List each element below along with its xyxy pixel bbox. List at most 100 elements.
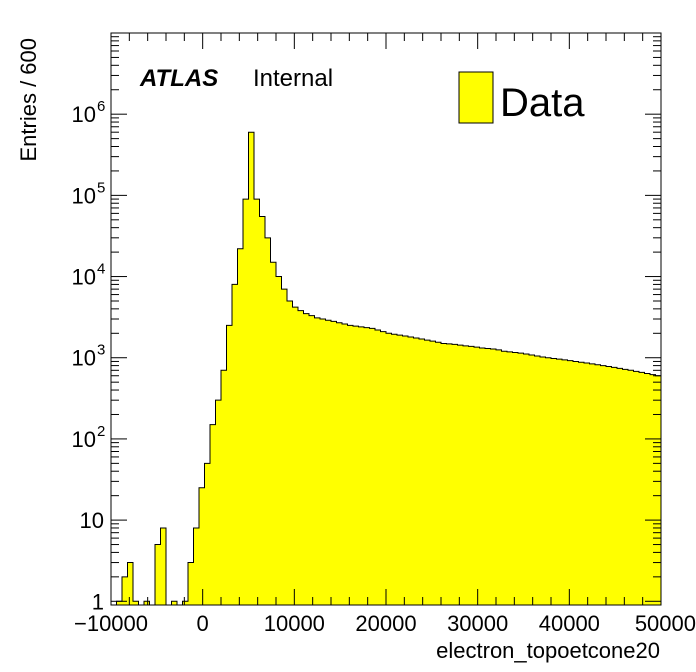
- histogram-bin: [452, 344, 458, 605]
- histogram-bin: [507, 351, 513, 605]
- histogram-bin: [336, 322, 343, 605]
- histogram-bin: [529, 355, 535, 605]
- y-tick-label: 10: [72, 265, 96, 290]
- histogram-bin: [457, 345, 464, 605]
- histogram-bin: [116, 601, 123, 605]
- histogram-bin: [276, 276, 282, 605]
- histogram-bin: [320, 319, 326, 605]
- y-tick-exponent: 4: [97, 261, 105, 278]
- histogram-bin: [408, 337, 414, 605]
- histogram-bin: [639, 372, 645, 605]
- y-tick-label: 10: [72, 102, 96, 127]
- histogram-bin: [221, 370, 227, 605]
- histogram-bin: [523, 354, 530, 605]
- histogram-bin: [540, 357, 546, 605]
- x-axis-title: electron_topoetcone20: [436, 638, 660, 663]
- histogram-bin: [243, 199, 249, 605]
- histogram-bin: [188, 562, 194, 605]
- histogram-bin: [193, 527, 200, 605]
- histogram-bin: [622, 369, 629, 605]
- histogram-bin: [270, 262, 277, 605]
- histogram-bin: [606, 366, 612, 605]
- histogram-bin: [650, 374, 656, 605]
- histogram-bin: [556, 359, 563, 605]
- histogram-bin: [127, 562, 134, 605]
- histogram-bin: [237, 248, 244, 605]
- histogram-bin: [265, 237, 271, 605]
- histogram-bin: [386, 333, 392, 605]
- histogram-bin: [358, 326, 365, 605]
- histogram-bin: [160, 527, 167, 605]
- histogram-bin: [248, 132, 255, 605]
- histogram-bin: [215, 400, 222, 605]
- histogram-bin: [402, 336, 409, 605]
- status-label: Internal: [253, 65, 333, 92]
- histogram-bin: [122, 576, 128, 605]
- histogram-bin: [331, 321, 337, 605]
- histogram-bin: [644, 373, 651, 605]
- histogram-bin: [485, 348, 491, 605]
- histogram-bin: [628, 370, 634, 605]
- y-tick-exponent: 3: [97, 342, 105, 359]
- histogram-bin: [589, 363, 596, 605]
- histogram-bin: [199, 487, 205, 605]
- histogram-bin: [287, 300, 293, 605]
- y-tick-label: 10: [72, 346, 96, 371]
- histogram-bin: [490, 349, 497, 605]
- histogram-bin: [573, 361, 579, 605]
- histogram-bin: [567, 360, 574, 605]
- x-tick-label: 20000: [355, 611, 416, 636]
- histogram-bin: [375, 329, 381, 605]
- histogram-bin: [314, 317, 321, 605]
- x-tick-label: 30000: [447, 611, 508, 636]
- histogram-bin: [204, 463, 211, 605]
- histogram-bin: [551, 358, 557, 605]
- histogram-bin: [578, 362, 585, 605]
- histogram-bin: [182, 601, 189, 605]
- histogram-bin: [325, 320, 332, 605]
- histogram-bin: [463, 345, 469, 605]
- y-tick-label: 10: [80, 508, 104, 533]
- histogram-bin: [210, 424, 216, 605]
- histogram-bin: [446, 343, 453, 605]
- histogram-bin: [171, 601, 178, 605]
- x-tick-label: −10000: [74, 611, 148, 636]
- histogram-bin: [133, 601, 139, 605]
- histogram-bin: [347, 325, 354, 605]
- x-tick-label: 0: [197, 611, 209, 636]
- histogram-bin: [364, 327, 370, 605]
- histogram-bin: [584, 363, 590, 605]
- histogram-bin: [633, 371, 640, 605]
- histogram-bin: [232, 284, 238, 605]
- y-tick-label: 10: [72, 427, 96, 452]
- histogram-bin: [512, 352, 519, 605]
- legend-swatch: [458, 71, 494, 124]
- histogram-bin: [309, 315, 315, 605]
- histogram-bin: [281, 289, 288, 605]
- x-tick-label: 10000: [264, 611, 325, 636]
- x-tick-label: 40000: [539, 611, 600, 636]
- x-tick-label: 50000: [635, 611, 696, 636]
- histogram-bin: [259, 216, 266, 605]
- histogram-bin: [353, 326, 359, 605]
- histogram-bin: [226, 325, 233, 605]
- histogram-bin: [474, 347, 480, 605]
- histogram-bin: [435, 342, 442, 605]
- histogram-bin: [144, 601, 150, 605]
- histogram-bin: [595, 364, 601, 605]
- x-axis-ticks: [110, 33, 662, 605]
- histogram-bin: [562, 359, 568, 605]
- histogram-bin: [441, 343, 447, 605]
- histogram-bin: [369, 328, 376, 605]
- histogram-bin: [303, 313, 310, 605]
- histogram-bin: [413, 338, 420, 605]
- histogram-bin: [468, 346, 475, 605]
- histogram-bin: [292, 307, 299, 605]
- histogram-bin: [617, 368, 623, 605]
- histogram-bin: [479, 347, 486, 605]
- histogram-bin: [518, 353, 524, 605]
- histogram-bin: [501, 351, 508, 605]
- y-tick-label: 1: [92, 589, 104, 614]
- histogram-bin: [397, 335, 403, 605]
